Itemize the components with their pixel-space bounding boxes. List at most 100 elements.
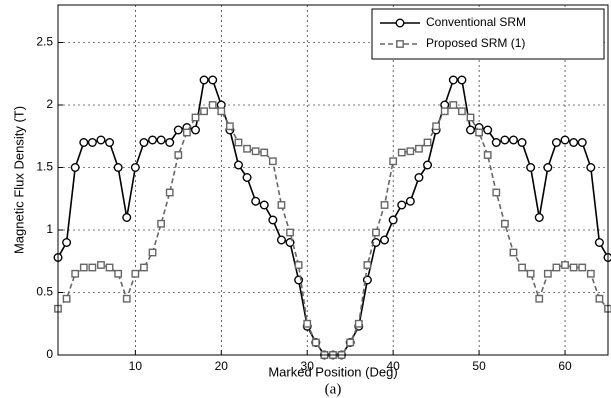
marker xyxy=(457,75,467,85)
y-tick-label: 2 xyxy=(46,97,53,111)
marker xyxy=(405,196,415,206)
marker xyxy=(509,248,518,257)
x-tick-label: 10 xyxy=(129,359,143,373)
marker xyxy=(569,263,578,272)
marker xyxy=(577,137,587,147)
marker xyxy=(518,263,526,272)
marker xyxy=(483,151,492,159)
marker xyxy=(243,144,251,153)
marker xyxy=(97,261,105,269)
marker xyxy=(79,137,89,147)
marker xyxy=(251,196,261,206)
marker xyxy=(380,201,389,209)
legend-box xyxy=(371,8,605,60)
marker xyxy=(552,263,561,272)
marker xyxy=(276,235,286,245)
marker xyxy=(311,338,320,347)
marker xyxy=(535,294,544,303)
marker xyxy=(500,135,510,145)
y-tick-label: 1.5 xyxy=(36,160,53,174)
marker xyxy=(432,122,441,131)
y-tick-label: 1 xyxy=(46,222,53,236)
marker xyxy=(96,135,106,145)
marker xyxy=(406,147,415,156)
marker xyxy=(71,269,80,278)
marker xyxy=(183,128,191,137)
marker xyxy=(388,215,398,225)
marker xyxy=(578,263,587,272)
marker xyxy=(586,269,595,278)
marker xyxy=(148,135,158,145)
marker xyxy=(594,237,604,247)
x-tick-label: 20 xyxy=(215,359,229,373)
legend: Conventional SRM Proposed SRM (1) xyxy=(371,8,605,60)
y-tick-label: 2.5 xyxy=(36,35,53,49)
marker xyxy=(233,160,243,170)
marker xyxy=(423,138,432,147)
marker xyxy=(200,107,208,116)
marker xyxy=(492,188,501,197)
x-axis-label: Marked Position (Deg) xyxy=(268,364,397,379)
marker xyxy=(448,75,458,85)
x-tick-label: 30 xyxy=(301,359,315,373)
marker xyxy=(140,263,148,272)
marker xyxy=(475,128,483,137)
y-axis-label: Magnetic Flux Density (T) xyxy=(11,106,26,254)
marker xyxy=(595,294,604,303)
x-tick-label: 60 xyxy=(558,359,572,373)
marker xyxy=(363,261,372,269)
marker xyxy=(458,107,466,116)
marker xyxy=(286,228,294,237)
marker xyxy=(62,294,71,303)
marker xyxy=(191,113,200,122)
marker xyxy=(395,18,405,28)
marker xyxy=(122,212,132,222)
marker xyxy=(551,137,561,147)
marker xyxy=(87,137,97,147)
marker xyxy=(508,135,518,145)
marker xyxy=(543,162,553,172)
x-tick-label: 50 xyxy=(472,359,486,373)
marker xyxy=(190,125,200,135)
marker xyxy=(217,107,226,116)
marker xyxy=(380,235,390,245)
legend-label: Conventional SRM xyxy=(426,15,526,29)
marker xyxy=(122,294,131,303)
marker xyxy=(131,269,140,278)
marker xyxy=(260,148,269,157)
marker xyxy=(561,261,569,269)
marker xyxy=(500,219,509,228)
marker xyxy=(234,138,243,147)
marker xyxy=(268,215,278,225)
marker xyxy=(396,40,404,48)
marker xyxy=(148,248,157,257)
marker xyxy=(114,269,123,278)
marker xyxy=(372,228,380,237)
marker xyxy=(294,261,303,269)
marker xyxy=(165,137,175,147)
marker xyxy=(449,101,458,109)
y-tick-label: 0.5 xyxy=(36,285,53,299)
marker xyxy=(225,122,234,131)
marker xyxy=(130,162,140,172)
marker xyxy=(440,107,449,116)
marker xyxy=(79,263,88,272)
marker xyxy=(491,137,501,147)
marker xyxy=(389,157,398,166)
marker xyxy=(242,172,252,182)
marker xyxy=(354,319,363,328)
marker xyxy=(397,148,406,157)
marker xyxy=(199,75,209,85)
marker xyxy=(397,200,407,210)
marker xyxy=(277,201,286,209)
marker xyxy=(259,200,269,210)
marker xyxy=(157,219,166,228)
marker xyxy=(466,125,476,135)
marker xyxy=(208,101,217,109)
marker xyxy=(113,162,123,172)
marker xyxy=(173,125,183,135)
marker xyxy=(534,212,544,222)
caption: (a) xyxy=(325,381,342,397)
marker xyxy=(569,137,579,147)
